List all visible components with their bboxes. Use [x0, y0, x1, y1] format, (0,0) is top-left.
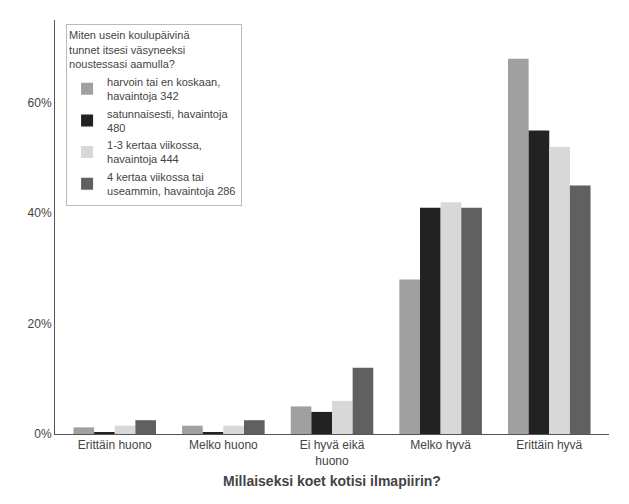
svg-text:Erittäin huono: Erittäin huono [78, 438, 152, 452]
svg-text:Melko hyvä: Melko hyvä [410, 438, 471, 452]
svg-text:4 kertaa viikossa taiuseammin,: 4 kertaa viikossa taiuseammin, havaintoj… [107, 171, 235, 197]
svg-text:Ei hyvä eikähuono: Ei hyvä eikähuono [300, 438, 365, 468]
svg-text:Erittäin hyvä: Erittäin hyvä [516, 438, 582, 452]
svg-text:40%: 40% [28, 206, 52, 220]
svg-text:Melko huono: Melko huono [189, 438, 258, 452]
svg-text:1-3 kertaa viikossa,havaintoja: 1-3 kertaa viikossa,havaintoja 444 [107, 139, 202, 165]
svg-text:Miten usein koulupäivinätunnet: Miten usein koulupäivinätunnet itsesi vä… [69, 29, 190, 70]
svg-text:satunnaisesti, havaintoja480: satunnaisesti, havaintoja480 [107, 108, 228, 134]
svg-text:0%: 0% [34, 427, 52, 441]
svg-text:20%: 20% [28, 317, 52, 331]
svg-text:harvoin tai en koskaan,havaint: harvoin tai en koskaan,havaintoja 342 [107, 76, 220, 102]
svg-text:60%: 60% [28, 96, 52, 110]
svg-text:Millaiseksi koet kotisi ilmapi: Millaiseksi koet kotisi ilmapiirin? [223, 473, 441, 489]
